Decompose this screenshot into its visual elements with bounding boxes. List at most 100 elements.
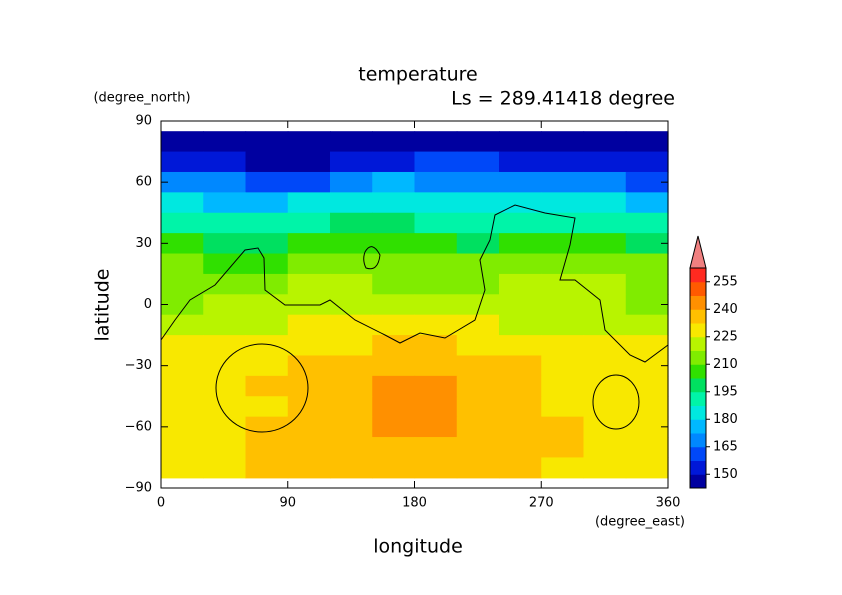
- field-cell: [287, 131, 331, 153]
- field-cell: [161, 253, 204, 275]
- colorbar-label: 195: [713, 384, 738, 399]
- field-cell: [287, 171, 331, 193]
- field-cell: [330, 192, 373, 214]
- field-cell: [161, 131, 204, 153]
- field-cell: [456, 375, 500, 397]
- field-cell: [499, 294, 542, 316]
- colorbar-box: [690, 419, 706, 434]
- field-cell: [414, 396, 458, 418]
- colorbar-label: 255: [713, 274, 738, 289]
- field-cell: [541, 273, 585, 295]
- field-cell: [499, 212, 542, 234]
- colorbar-box: [690, 281, 706, 296]
- field-cell: [287, 375, 331, 397]
- field-cell: [372, 273, 416, 295]
- field-cell: [245, 335, 289, 357]
- y-tick-label: 60: [135, 175, 152, 190]
- field-cell: [161, 416, 204, 438]
- field-cell: [414, 273, 458, 295]
- field-cell: [583, 355, 627, 377]
- field-cell: [583, 171, 627, 193]
- contour-line: [215, 343, 309, 433]
- field-cell: [414, 151, 458, 173]
- field-cell: [161, 192, 204, 214]
- field-cell: [625, 396, 669, 418]
- field-cell: [499, 273, 542, 295]
- field-cell: [625, 335, 669, 357]
- field-cell: [372, 294, 416, 316]
- field-cell: [245, 355, 289, 377]
- colorbar-overflow: [689, 235, 707, 269]
- colorbar-box: [690, 350, 706, 365]
- field-cell: [161, 457, 204, 479]
- field-cell: [372, 131, 416, 153]
- chart-subtitle: Ls = 289.41418 degree: [451, 88, 675, 110]
- colorbar-box: [690, 364, 706, 379]
- x-axis-label: longitude: [373, 536, 463, 558]
- field-cell: [245, 273, 289, 295]
- field-cell: [456, 314, 500, 336]
- field-cell: [245, 396, 289, 418]
- field-cell: [330, 437, 373, 459]
- y-tick-label: 0: [144, 297, 152, 312]
- field-cell: [583, 233, 627, 255]
- field-cell: [414, 171, 458, 193]
- field-cell: [245, 253, 289, 275]
- field-cell: [203, 192, 247, 214]
- field-cell: [161, 171, 204, 193]
- field-cell: [287, 151, 331, 173]
- x-unit: (degree_east): [595, 515, 685, 530]
- field-cell: [161, 151, 204, 173]
- field-cell: [541, 355, 585, 377]
- field-cell: [203, 212, 247, 234]
- field-cell: [456, 416, 500, 438]
- field-cell: [203, 233, 247, 255]
- field-cell: [625, 314, 669, 336]
- field-cell: [245, 314, 289, 336]
- field-cell: [625, 192, 669, 214]
- field-cell: [245, 171, 289, 193]
- field-cell: [330, 396, 373, 418]
- field-cell: [583, 437, 627, 459]
- field-cell: [414, 355, 458, 377]
- field-cell: [372, 375, 416, 397]
- colorbar-box: [690, 391, 706, 406]
- field-cell: [245, 437, 289, 459]
- field-cell: [330, 375, 373, 397]
- field-cell: [245, 212, 289, 234]
- field-cell: [456, 437, 500, 459]
- field-cell: [287, 192, 331, 214]
- field-cell: [583, 314, 627, 336]
- field-cell: [245, 131, 289, 153]
- field-cell: [456, 457, 500, 479]
- field-cell: [287, 416, 331, 438]
- topography-contour: [160, 204, 669, 433]
- field-cell: [287, 212, 331, 234]
- field-cell: [583, 273, 627, 295]
- field-cell: [287, 314, 331, 336]
- y-tick-label: 30: [135, 236, 152, 251]
- y-unit: (degree_north): [93, 91, 190, 106]
- field-cell: [456, 192, 500, 214]
- colorbar-box: [690, 460, 706, 475]
- field-cell: [372, 314, 416, 336]
- field-cell: [499, 416, 542, 438]
- field-cell: [203, 131, 247, 153]
- field-cell: [330, 253, 373, 275]
- field-cell: [203, 355, 247, 377]
- field-cell: [583, 151, 627, 173]
- colorbar-box: [690, 323, 706, 338]
- field-cell: [372, 355, 416, 377]
- field-cell: [414, 335, 458, 357]
- field-cell: [330, 171, 373, 193]
- contour-line: [592, 374, 640, 430]
- colorbar-label: 150: [713, 467, 738, 482]
- field-cell: [541, 314, 585, 336]
- field-cell: [541, 437, 585, 459]
- field-cell: [541, 335, 585, 357]
- field-cell: [330, 131, 373, 153]
- field-cell: [625, 151, 669, 173]
- field-cell: [414, 416, 458, 438]
- field-cell: [625, 253, 669, 275]
- field-cell: [372, 192, 416, 214]
